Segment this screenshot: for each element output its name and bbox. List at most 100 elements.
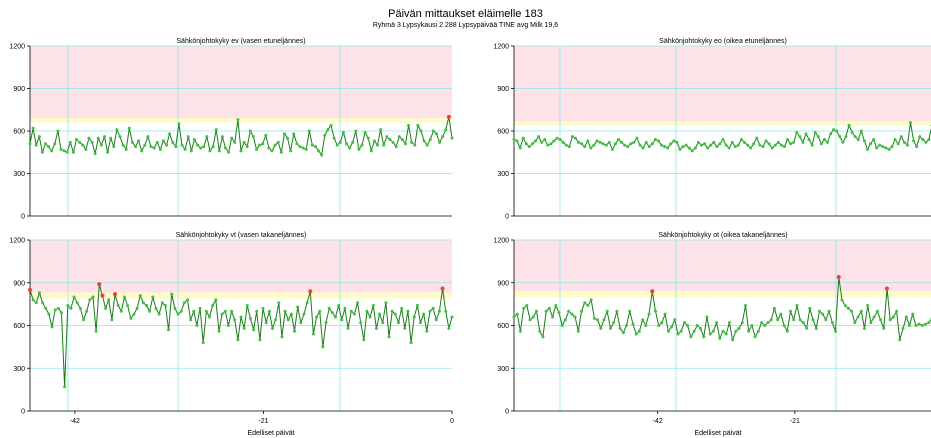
data-point — [911, 312, 915, 316]
data-point — [527, 145, 531, 149]
data-point — [233, 140, 237, 144]
data-point — [657, 324, 661, 327]
alert-point — [440, 286, 445, 291]
data-point — [789, 142, 793, 146]
data-point — [834, 329, 838, 333]
data-point — [354, 129, 358, 133]
data-point — [321, 345, 325, 349]
data-point — [570, 312, 574, 316]
data-point — [363, 130, 367, 134]
data-point — [853, 135, 857, 139]
data-point — [109, 136, 113, 140]
data-point — [647, 145, 651, 149]
data-point — [400, 138, 404, 141]
data-point — [678, 147, 682, 151]
data-point — [295, 142, 299, 146]
data-point — [779, 312, 783, 316]
data-point — [764, 139, 768, 143]
data-point — [522, 306, 526, 310]
data-point — [192, 309, 196, 313]
data-point — [441, 135, 445, 139]
data-point — [378, 312, 382, 316]
data-point — [431, 129, 435, 133]
data-point — [149, 145, 153, 149]
data-point — [332, 136, 336, 140]
data-point — [236, 338, 240, 342]
data-point — [59, 311, 63, 315]
data-point — [631, 322, 635, 326]
data-point — [604, 143, 608, 147]
data-point — [843, 304, 847, 308]
data-point — [280, 335, 284, 339]
data-point — [826, 140, 829, 144]
data-point — [752, 142, 756, 146]
data-point — [47, 145, 51, 149]
data-point — [708, 332, 712, 336]
data-point — [893, 138, 897, 141]
chart-panel-1: 0 300 600 900 1200 Sähkönjohtokyky ev (vasen … — [9, 38, 454, 221]
data-point — [91, 295, 95, 299]
data-point — [811, 318, 815, 322]
data-point — [318, 309, 322, 313]
data-point — [904, 315, 908, 319]
data-point — [47, 312, 51, 316]
data-point — [444, 309, 448, 313]
data-point — [555, 136, 559, 140]
data-point — [75, 301, 79, 305]
data-point — [610, 147, 614, 151]
data-point — [217, 329, 221, 333]
data-point — [112, 145, 116, 149]
data-point — [721, 329, 725, 333]
data-point — [251, 135, 255, 139]
data-point — [154, 306, 158, 310]
data-point — [698, 326, 702, 330]
data-point — [403, 326, 407, 330]
data-point — [157, 312, 161, 316]
data-point — [758, 143, 762, 147]
data-point — [865, 147, 869, 151]
data-point — [859, 129, 863, 133]
data-point — [647, 312, 651, 316]
data-point — [180, 143, 184, 147]
data-point — [138, 294, 142, 298]
data-point — [88, 298, 92, 302]
y-tick-label: 1200 — [493, 238, 509, 245]
data-point — [895, 309, 899, 313]
data-point — [672, 139, 676, 143]
data-point — [293, 329, 297, 333]
data-point — [875, 146, 879, 150]
page-subtitle: Ryhmä 3 Lypsykausi 2 288 Lypsypäivää TIN… — [372, 22, 559, 29]
data-point — [761, 145, 765, 149]
data-point — [163, 304, 167, 308]
chart-panel-3: 0 300 600 900 1200 -42 -21 0 Sähkönjohtokyky vt … — [9, 232, 454, 437]
data-point — [629, 142, 633, 146]
data-point — [282, 132, 286, 136]
data-point — [650, 142, 654, 146]
data-point — [72, 295, 76, 299]
data-point — [782, 145, 786, 149]
data-point — [660, 143, 664, 147]
data-point — [638, 143, 642, 147]
data-point — [63, 385, 67, 389]
data-point — [628, 309, 632, 313]
data-point — [255, 309, 259, 313]
data-point — [699, 143, 703, 147]
data-point — [706, 146, 710, 150]
data-point — [518, 329, 522, 333]
data-point — [434, 132, 438, 136]
chart-panel-2: 0 300 600 900 1200 Sähkönjohtokyky eo (oikea … — [493, 38, 931, 221]
data-point — [28, 142, 32, 146]
data-point — [543, 138, 547, 141]
data-point — [245, 304, 249, 308]
data-point — [202, 145, 206, 149]
data-point — [141, 301, 145, 305]
data-point — [419, 129, 423, 133]
x-axis-label: Edelliset päivät — [694, 430, 741, 437]
data-point — [422, 312, 426, 316]
data-point — [766, 321, 770, 325]
data-point — [385, 135, 389, 139]
data-point — [734, 329, 738, 333]
data-point — [830, 321, 834, 325]
data-point — [274, 318, 278, 322]
data-point — [189, 149, 193, 153]
